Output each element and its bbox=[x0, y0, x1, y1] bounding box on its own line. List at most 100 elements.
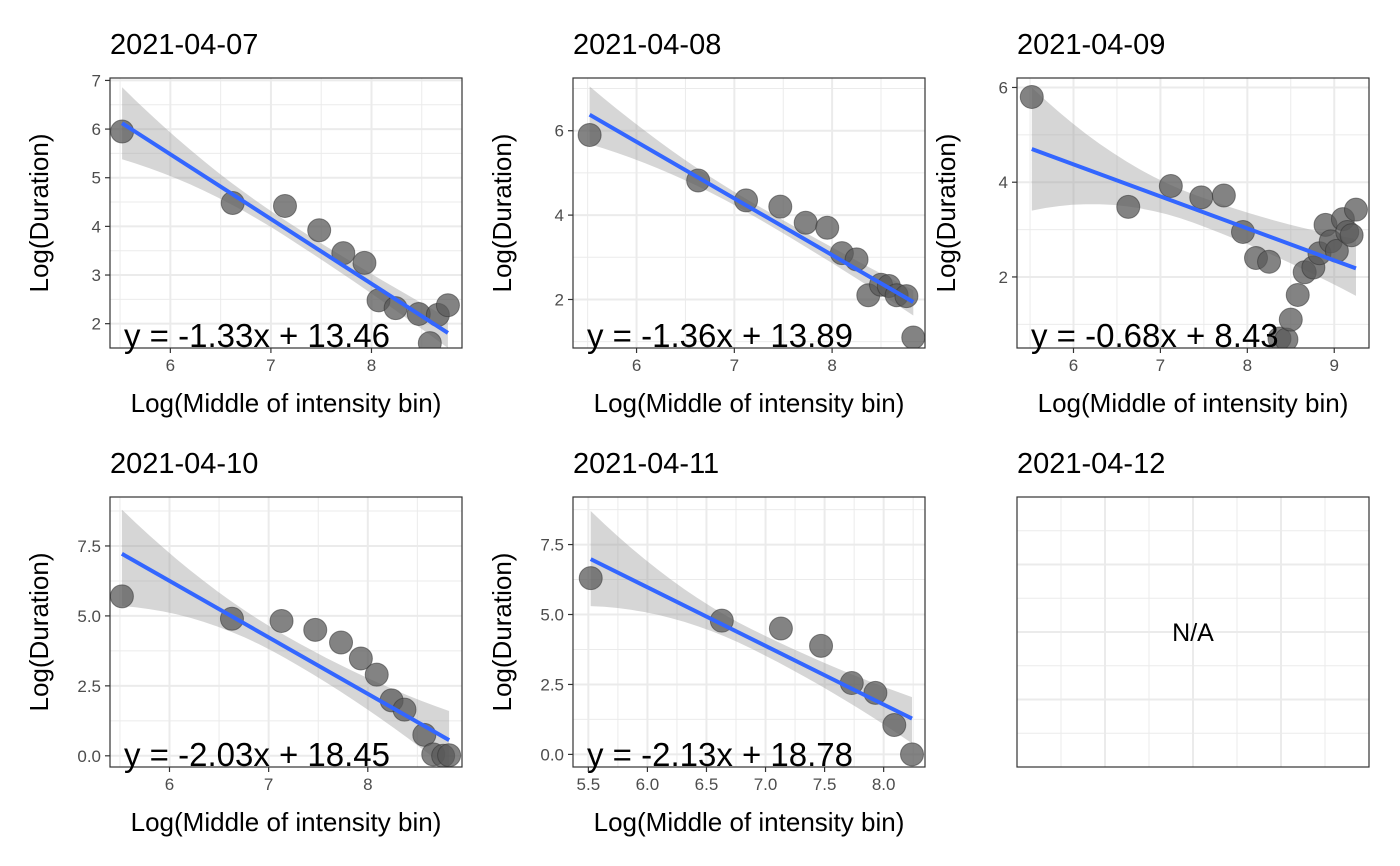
na-label: N/A bbox=[1172, 619, 1214, 647]
data-point bbox=[329, 630, 354, 655]
data-point bbox=[364, 662, 389, 687]
regression-line bbox=[588, 112, 915, 304]
y-tick-label: 3 bbox=[92, 266, 101, 285]
gridlines bbox=[1017, 497, 1369, 767]
x-axis-title: Log(Middle of intensity bin) bbox=[131, 807, 442, 837]
x-tick-label: 7 bbox=[1156, 356, 1165, 375]
y-tick-label: 2 bbox=[555, 290, 564, 309]
panel-4: 2021-04-10 y = -2.03x + 18.45 6 7 8 0.0 2.5 5.0… bbox=[24, 448, 463, 837]
panel-border bbox=[109, 77, 463, 349]
data-point bbox=[110, 584, 134, 609]
data-point bbox=[303, 617, 328, 642]
data-point bbox=[1285, 282, 1310, 307]
confidence-band bbox=[121, 509, 450, 767]
y-tick-label: 6 bbox=[999, 78, 1008, 97]
panel-title: 2021-04-07 bbox=[110, 29, 258, 61]
regression-line bbox=[120, 121, 450, 335]
y-tick-label: 2 bbox=[999, 268, 1008, 287]
panel-title: 2021-04-11 bbox=[573, 448, 719, 480]
y-tick-label: 5.0 bbox=[77, 607, 101, 626]
data-point bbox=[435, 293, 460, 318]
x-tick-label: 6 bbox=[166, 356, 175, 375]
regression-line bbox=[589, 557, 913, 721]
x-tick-label: 7.0 bbox=[754, 775, 778, 794]
x-axis-title: Log(Middle of intensity bin) bbox=[131, 388, 442, 418]
panel-background bbox=[1017, 78, 1369, 348]
equation-label: y = -0.68x + 8.43 bbox=[1031, 317, 1279, 354]
panel-5: 2021-04-11 y = -2.13x + 18.78 5.5 6.0 6.5 7.0… bbox=[487, 448, 926, 837]
panel-6: 2021-04-12 N/A bbox=[1016, 448, 1370, 768]
y-axis-title: Log(Duration) bbox=[487, 134, 517, 293]
data-point bbox=[768, 194, 793, 219]
x-tick-label: 6.5 bbox=[695, 775, 719, 794]
data-point bbox=[269, 608, 294, 633]
data-point bbox=[1339, 223, 1364, 248]
panel-border bbox=[572, 496, 926, 768]
x-tick-label: 5.5 bbox=[577, 775, 601, 794]
y-axis-title: Log(Duration) bbox=[931, 134, 961, 293]
panel-3: 2021-04-09 y = -0.68x + 8.43 6 7 8 9 2 4 6 Log(Mi… bbox=[931, 29, 1370, 418]
confidence-band bbox=[1031, 87, 1356, 296]
panel-2: 2021-04-08 y = -1.36x + 13.89 6 7 8 2 4 6 Log(Mi… bbox=[487, 29, 926, 418]
data-point bbox=[1211, 183, 1236, 208]
y-tick-label: 0.0 bbox=[540, 745, 564, 764]
data-point bbox=[348, 646, 373, 671]
plot-area bbox=[577, 86, 925, 348]
x-axis-title: Log(Middle of intensity bin) bbox=[594, 807, 905, 837]
plot-area bbox=[110, 87, 460, 348]
y-tick-label: 4 bbox=[555, 206, 564, 225]
regression-line bbox=[120, 552, 451, 742]
data-point bbox=[1158, 174, 1183, 198]
equation-label: y = -1.33x + 13.46 bbox=[124, 317, 390, 354]
y-tick-label: 2.5 bbox=[77, 677, 101, 696]
data-point bbox=[577, 122, 602, 147]
x-tick-label: 7 bbox=[730, 356, 739, 375]
x-tick-label: 6.0 bbox=[636, 775, 660, 794]
y-axis-title: Log(Duration) bbox=[487, 553, 517, 712]
gridlines bbox=[110, 78, 462, 348]
plot-area bbox=[110, 509, 462, 767]
y-tick-label: 7.5 bbox=[77, 537, 101, 556]
panel-background bbox=[573, 497, 925, 767]
data-point bbox=[272, 193, 297, 218]
gridlines bbox=[573, 497, 925, 767]
x-tick-label: 6 bbox=[165, 775, 174, 794]
data-point bbox=[417, 331, 442, 348]
x-tick-label: 8 bbox=[363, 775, 372, 794]
regression-line bbox=[1031, 147, 1357, 271]
panel-border bbox=[1016, 496, 1370, 768]
y-tick-label: 0.0 bbox=[77, 747, 101, 766]
y-axis-title: Log(Duration) bbox=[24, 134, 54, 293]
data-point bbox=[809, 633, 834, 658]
x-tick-label: 7 bbox=[266, 356, 275, 375]
confidence-band bbox=[590, 511, 912, 744]
plot-area bbox=[578, 511, 925, 767]
x-tick-label: 7.5 bbox=[813, 775, 837, 794]
data-point bbox=[901, 325, 925, 348]
data-point bbox=[1189, 185, 1214, 210]
data-point bbox=[352, 250, 377, 275]
data-point bbox=[882, 713, 907, 738]
equation-label: y = -2.03x + 18.45 bbox=[124, 736, 390, 773]
data-point bbox=[578, 566, 603, 591]
y-tick-label: 2 bbox=[92, 315, 101, 334]
data-point bbox=[793, 210, 818, 235]
x-tick-label: 8 bbox=[827, 356, 836, 375]
x-tick-label: 7 bbox=[264, 775, 273, 794]
gridlines bbox=[573, 78, 925, 348]
panel-border bbox=[1016, 77, 1370, 349]
x-tick-label: 6 bbox=[1069, 356, 1078, 375]
data-point bbox=[815, 215, 840, 240]
panel-title: 2021-04-09 bbox=[1017, 29, 1165, 61]
y-axis-title: Log(Duration) bbox=[24, 553, 54, 712]
panel-title: 2021-04-12 bbox=[1017, 448, 1165, 480]
data-point bbox=[1116, 194, 1141, 219]
x-tick-label: 8.0 bbox=[872, 775, 896, 794]
y-tick-label: 6 bbox=[92, 120, 101, 139]
data-point bbox=[768, 616, 793, 641]
y-tick-label: 7 bbox=[92, 71, 101, 90]
plot-area bbox=[1019, 84, 1368, 348]
x-axis-title: Log(Middle of intensity bin) bbox=[1038, 388, 1349, 418]
x-tick-label: 8 bbox=[367, 356, 376, 375]
